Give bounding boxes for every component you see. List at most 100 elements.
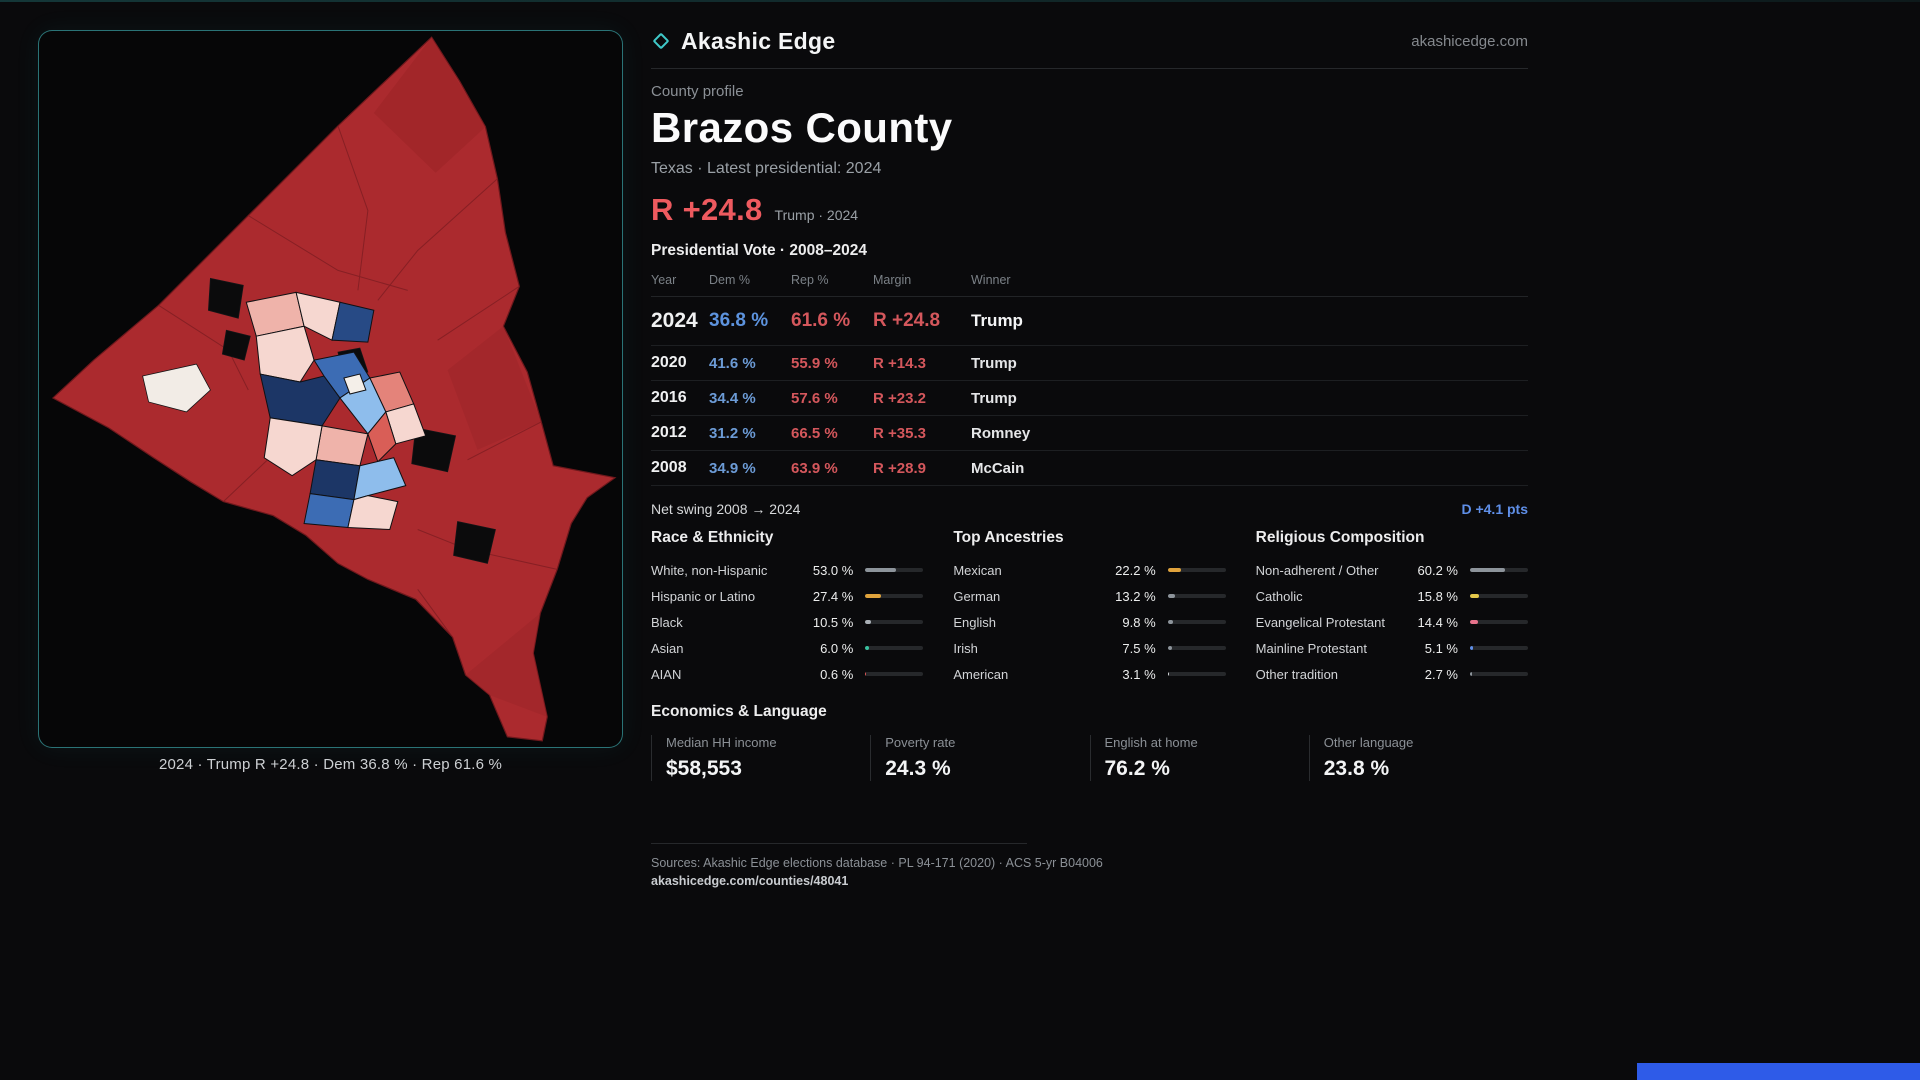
- site-link[interactable]: akashicedge.com: [1411, 32, 1528, 50]
- map-urban-cluster: [245, 291, 427, 531]
- brand-name: Akashic Edge: [681, 27, 836, 54]
- demo-row: American 3.1 %: [953, 661, 1226, 687]
- demo-value: 60.2 %: [1417, 562, 1458, 578]
- demo-label: AIAN: [651, 666, 682, 682]
- demo-bar: [1167, 620, 1226, 624]
- vote-table-row[interactable]: 2020 41.6 % 55.9 % R +14.3 Trump: [651, 345, 1528, 381]
- demo-value: 22.2 %: [1115, 562, 1156, 578]
- cell-rep-pct: 55.9 %: [791, 345, 873, 381]
- stat-block: English at home 76.2 %: [1089, 735, 1309, 781]
- vote-table-row[interactable]: 2016 34.4 % 57.6 % R +23.2 Trump: [651, 380, 1528, 416]
- cell-margin: R +14.3: [873, 345, 971, 381]
- demo-label: American: [953, 666, 1009, 682]
- header: Akashic Edge akashicedge.com: [651, 26, 1528, 56]
- demo-value: 27.4 %: [812, 588, 854, 604]
- demo-label: English: [953, 614, 996, 630]
- demo-label: German: [953, 588, 1001, 604]
- bottom-accent-bar: [1637, 1063, 1920, 1080]
- religious-composition-section: Religious Composition Non-adherent / Oth…: [1256, 529, 1528, 687]
- cell-year: 2012: [651, 415, 709, 451]
- demo-bar: [865, 620, 924, 624]
- permalink[interactable]: akashicedge.com/counties/48041: [651, 874, 849, 888]
- demo-row: Other tradition 2.7 %: [1256, 661, 1528, 687]
- headline-margin: R +24.8: [651, 192, 763, 227]
- demo-bar: [1470, 646, 1528, 650]
- stat-label: Median HH income: [666, 735, 777, 750]
- demo-label: Mexican: [953, 562, 1002, 578]
- religious-composition-title: Religious Composition: [1255, 529, 1425, 546]
- cell-dem-pct: 34.9 %: [709, 450, 791, 486]
- cell-year: 2024: [651, 296, 709, 346]
- demo-row: German 13.2 %: [953, 583, 1226, 609]
- vote-table-body: 2024 36.8 % 61.6 % R +24.8 Trump 2020 41.6 % 55…: [651, 296, 1528, 486]
- county-map-panel[interactable]: [38, 30, 623, 748]
- net-swing-label: Net swing 2008 → 2024: [651, 501, 801, 517]
- cell-margin: R +23.2: [873, 380, 971, 416]
- demo-bar: [1167, 646, 1226, 650]
- sources-text: Sources: Akashic Edge elections database…: [651, 856, 1103, 870]
- demo-value: 10.5 %: [812, 614, 854, 630]
- demo-row: Catholic 15.8 %: [1256, 583, 1528, 609]
- demo-row: English 9.8 %: [953, 609, 1226, 635]
- demo-value: 9.8 %: [1122, 614, 1156, 630]
- col-header-rep: Rep %: [791, 266, 873, 297]
- demo-label: Catholic: [1255, 588, 1303, 604]
- county-profile-label: County profile: [651, 83, 744, 100]
- demo-row: Irish 7.5 %: [953, 635, 1226, 661]
- demo-value: 6.0 %: [820, 640, 854, 656]
- demo-value: 53.0 %: [812, 562, 854, 578]
- stat-label: English at home: [1104, 735, 1198, 750]
- map-white-precinct: [142, 363, 211, 413]
- cell-rep-pct: 63.9 %: [791, 450, 873, 486]
- cell-dem-pct: 31.2 %: [709, 415, 791, 451]
- demo-label: White, non-Hispanic: [651, 562, 768, 578]
- footer-divider: [651, 843, 1027, 844]
- stat-block: Median HH income $58,553: [651, 735, 870, 781]
- demo-label: Other tradition: [1255, 666, 1339, 682]
- stat-label: Other language: [1323, 735, 1414, 750]
- headline-margin-note: Trump · 2024: [774, 207, 859, 223]
- demo-label: Hispanic or Latino: [651, 588, 756, 604]
- vote-table-row[interactable]: 2008 34.9 % 63.9 % R +28.9 McCain: [651, 450, 1528, 486]
- demographics-grid: Race & Ethnicity White, non-Hispanic 53.0…: [651, 529, 1528, 687]
- cell-margin: R +28.9: [873, 450, 971, 486]
- demo-label: Irish: [953, 640, 978, 656]
- demo-value: 7.5 %: [1122, 640, 1156, 656]
- demo-label: Asian: [651, 640, 684, 656]
- header-divider: [651, 68, 1528, 69]
- demo-value: 3.1 %: [1122, 666, 1156, 682]
- page-subtitle: Texas · Latest presidential: 2024: [651, 160, 882, 177]
- cell-winner: Trump: [971, 345, 1528, 381]
- stat-value: 76.2 %: [1104, 757, 1170, 780]
- cell-rep-pct: 57.6 %: [791, 380, 873, 416]
- demo-row: Black 10.5 %: [651, 609, 924, 635]
- cell-winner: Trump: [971, 296, 1528, 346]
- demo-bar: [1470, 594, 1528, 598]
- demo-bar: [1470, 568, 1528, 572]
- county-precinct-map[interactable]: [39, 31, 622, 747]
- race-ethnicity-title: Race & Ethnicity: [651, 529, 774, 546]
- race-ethnicity-section: Race & Ethnicity White, non-Hispanic 53.0…: [651, 529, 924, 687]
- demo-row: Asian 6.0 %: [651, 635, 924, 661]
- demo-bar: [865, 646, 924, 650]
- demo-row: Mainline Protestant 5.1 %: [1256, 635, 1528, 661]
- vote-table-row[interactable]: 2024 36.8 % 61.6 % R +24.8 Trump: [651, 296, 1528, 346]
- demo-value: 2.7 %: [1424, 666, 1458, 682]
- demo-value: 15.8 %: [1417, 588, 1458, 604]
- demo-value: 14.4 %: [1417, 614, 1458, 630]
- profile-panel: Akashic Edge akashicedge.com County prof…: [651, 26, 1528, 890]
- stats-row: Median HH income $58,553 Poverty rate 24.3 …: [651, 735, 1528, 781]
- top-ancestries-section: Top Ancestries Mexican 22.2 % German 13.2 %…: [953, 529, 1226, 687]
- cell-year: 2020: [651, 345, 709, 381]
- demo-label: Black: [651, 614, 683, 630]
- demo-row: Evangelical Protestant 14.4 %: [1256, 609, 1528, 635]
- demo-bar: [865, 568, 924, 572]
- vote-table-row[interactable]: 2012 31.2 % 66.5 % R +35.3 Romney: [651, 415, 1528, 451]
- cell-winner: Trump: [971, 380, 1528, 416]
- demo-bar: [1167, 568, 1226, 572]
- cell-winner: Romney: [971, 415, 1528, 451]
- headline-margin-block: R +24.8 Trump · 2024: [651, 192, 1528, 228]
- col-header-year: Year: [651, 266, 709, 297]
- cell-margin: R +35.3: [873, 415, 971, 451]
- demo-bar: [1167, 672, 1226, 676]
